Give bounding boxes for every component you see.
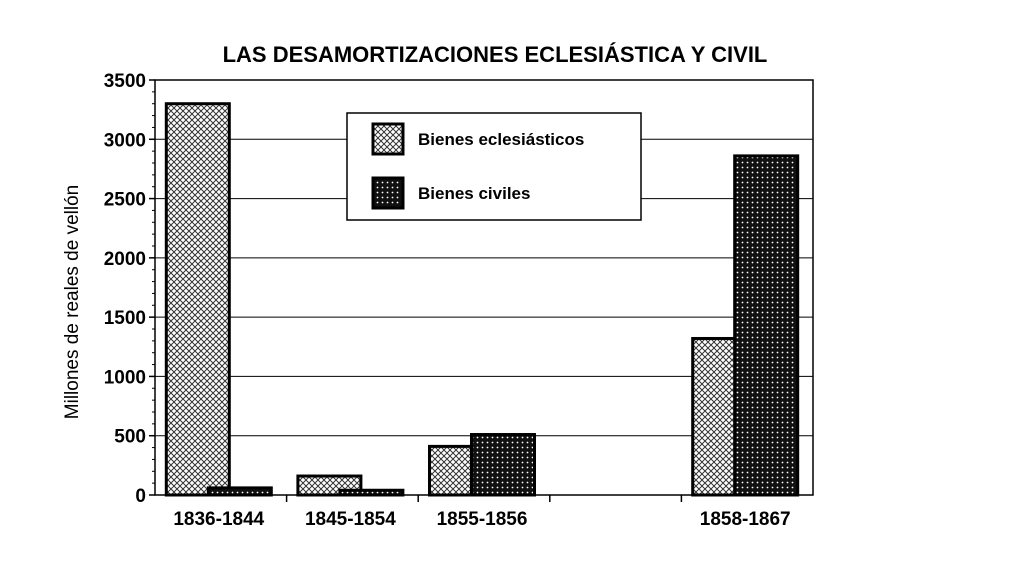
- legend-label-eclesiasticos: Bienes eclesiásticos: [418, 130, 584, 149]
- y-axis-label: Millones de reales de vellón: [62, 185, 83, 419]
- legend: Bienes eclesiásticos Bienes civiles: [346, 112, 642, 221]
- y-tick-label: 3500: [104, 71, 146, 92]
- chart-title: LAS DESAMORTIZACIONES ECLESIÁSTICA Y CIV…: [223, 42, 768, 67]
- y-axis-ticks: 0 500 1000 1500 2000 2500 3000 3500: [104, 71, 155, 507]
- x-category-label: 1858-1867: [700, 509, 791, 530]
- x-axis-categories: 1836-1844 1845-1854 1855-1856 1858-1867: [173, 495, 791, 530]
- plot-frame: [154, 79, 814, 496]
- y-tick-label: 2500: [104, 190, 146, 211]
- y-tick-label: 0: [135, 486, 146, 507]
- bar-civiles: [733, 154, 800, 497]
- x-category-label: 1836-1844: [173, 509, 264, 530]
- x-category-label: 1845-1854: [305, 509, 396, 530]
- bar-civiles: [206, 486, 273, 497]
- y-tick-label: 1000: [104, 367, 146, 388]
- y-tick-label: 3000: [104, 130, 146, 151]
- legend-label-civiles: Bienes civiles: [418, 184, 530, 203]
- bar-eclesiasticos: [164, 102, 231, 497]
- legend-swatch-eclesiasticos: [371, 122, 405, 156]
- y-tick-label: 2000: [104, 249, 146, 270]
- y-tick-label: 1500: [104, 308, 146, 329]
- legend-swatch-civiles: [371, 176, 405, 210]
- x-category-label: 1855-1856: [437, 509, 528, 530]
- bar-civiles: [470, 433, 536, 497]
- y-tick-label: 500: [114, 427, 146, 448]
